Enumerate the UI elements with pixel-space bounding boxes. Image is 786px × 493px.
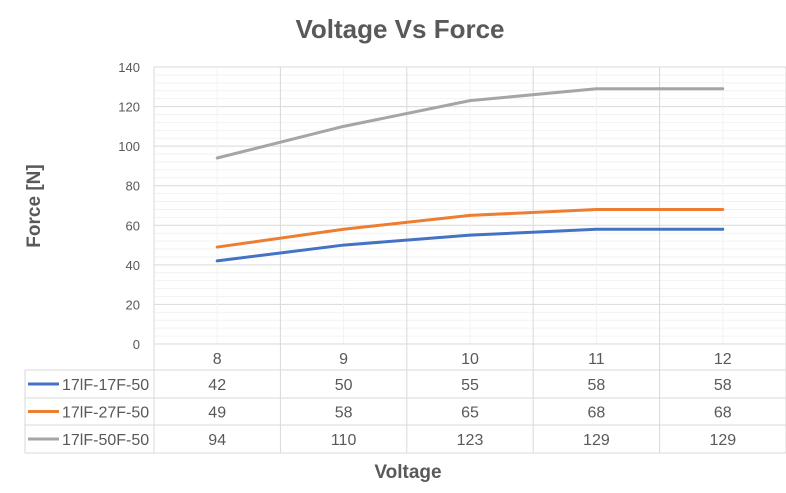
y-tick-label: 120 (118, 100, 140, 115)
x-tick-label: 11 (588, 351, 605, 368)
data-table-cell: 68 (588, 405, 606, 422)
data-table-cell: 129 (583, 432, 610, 449)
data-table-cell: 123 (457, 432, 484, 449)
legend-label: 17lF-50F-50 (62, 432, 149, 449)
y-tick-label: 20 (126, 297, 140, 312)
x-axis-label: Voltage (374, 462, 441, 483)
data-table-cell: 50 (335, 377, 353, 394)
legend-label: 17lF-27F-50 (62, 405, 149, 422)
series-lines (215, 87, 725, 263)
series-line-1 (215, 227, 725, 263)
y-tick-label: 100 (118, 139, 140, 154)
y-axis-label: Force [N] (24, 164, 45, 247)
data-table-cell: 68 (714, 405, 732, 422)
data-table-cell: 110 (331, 432, 357, 449)
x-tick-label: 12 (714, 351, 732, 368)
y-tick-label: 0 (133, 337, 140, 352)
series-line-3 (215, 87, 725, 160)
y-tick-label: 140 (118, 60, 140, 75)
data-table-cell: 58 (335, 405, 353, 422)
x-tick-label: 8 (213, 351, 222, 368)
data-table-cell: 58 (588, 377, 606, 394)
data-table-cell: 129 (709, 432, 736, 449)
data-table-cell: 49 (208, 405, 226, 422)
data-table-cell: 65 (461, 405, 479, 422)
y-tick-label: 80 (126, 179, 140, 194)
data-table: 8 9 10 11 12 17lF-17F-50 42 50 55 58 58 17lF-27F-50… (24, 343, 786, 454)
y-tick-label: 60 (126, 218, 140, 233)
y-tick-label: 40 (126, 258, 140, 273)
x-tick-label: 10 (461, 351, 479, 368)
data-table-cell: 58 (714, 377, 732, 394)
series-line-2 (215, 207, 725, 249)
legend-label: 17lF-17F-50 (62, 377, 149, 394)
x-tick-label: 9 (339, 351, 348, 368)
data-table-cell: 94 (208, 432, 226, 449)
data-table-cell: 55 (461, 377, 479, 394)
chart-title: Voltage Vs Force (295, 14, 504, 44)
data-table-cell: 42 (208, 377, 226, 394)
